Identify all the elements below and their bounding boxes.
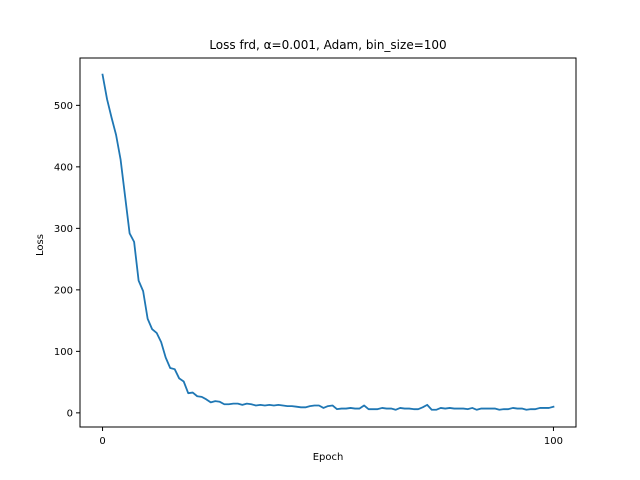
y-tick-label: 300 (54, 224, 73, 235)
y-tick-label: 400 (54, 162, 73, 173)
y-tick-label: 200 (54, 285, 73, 296)
y-tick-label: 100 (54, 347, 73, 358)
y-axis: 0 100 200 300 400 500 (54, 101, 80, 419)
x-tick-label: 0 (99, 436, 105, 447)
x-axis-label: Epoch (313, 452, 344, 463)
y-tick-label: 500 (54, 101, 73, 112)
x-tick-label: 100 (544, 436, 563, 447)
plot-area (79, 57, 577, 428)
x-axis: 0 100 (99, 427, 563, 447)
axes-frame (79, 57, 577, 428)
y-axis-label: Loss (35, 234, 46, 256)
chart-title: Loss frd, α=0.001, Adam, bin_size=100 (209, 38, 446, 52)
y-tick-label: 0 (67, 408, 73, 419)
series-line-0 (101, 73, 555, 411)
